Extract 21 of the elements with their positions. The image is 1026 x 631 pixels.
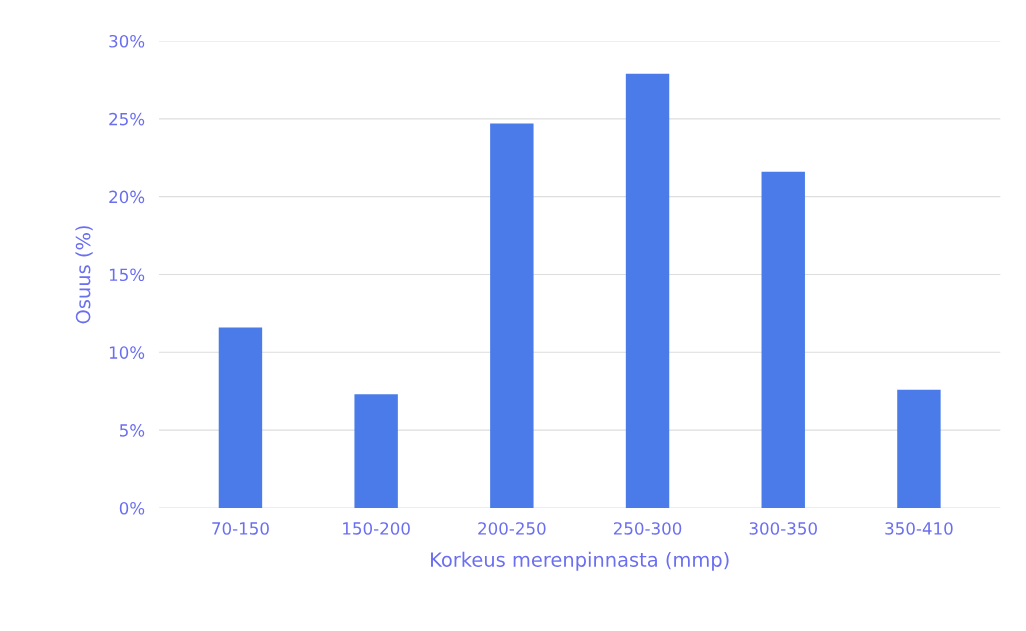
x-tick-label: 70-150 <box>212 522 269 535</box>
y-tick-label: 20% <box>109 190 145 204</box>
bar <box>625 73 670 508</box>
bar <box>354 394 398 508</box>
x-tick-label: 150-200 <box>343 522 410 535</box>
y-tick-label: 10% <box>109 346 145 359</box>
x-tick-label: 300-350 <box>749 522 817 535</box>
y-tick-label: 0% <box>119 501 145 515</box>
y-tick-label: 30% <box>109 34 145 48</box>
x-axis-title: Korkeus merenpinnasta (mmp) <box>431 551 729 571</box>
bar <box>761 171 805 508</box>
x-tick-label: 250-300 <box>613 522 682 535</box>
y-axis-title: Osuus (%) <box>75 226 93 324</box>
y-tick-label: 25% <box>109 112 145 126</box>
x-tick-label: 350-410 <box>885 522 953 535</box>
bar <box>490 123 534 508</box>
bar <box>897 389 941 508</box>
y-tick-label: 15% <box>109 268 145 282</box>
bar <box>218 327 263 508</box>
x-tick-label: 200-250 <box>478 522 546 535</box>
y-tick-label: 5% <box>119 424 145 437</box>
